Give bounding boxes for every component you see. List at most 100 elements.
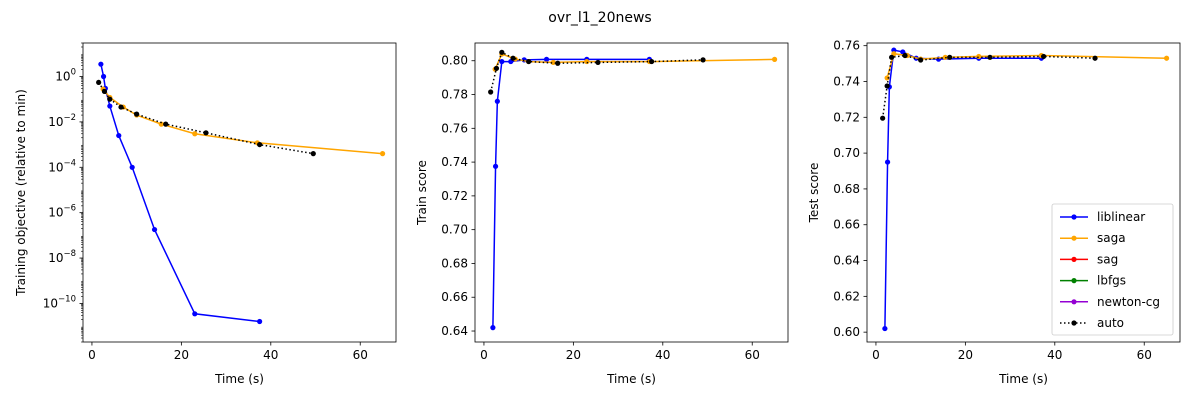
axes-frame	[474, 42, 789, 343]
data-point-auto	[96, 79, 102, 86]
data-point-auto	[987, 54, 993, 60]
data-point-liblinear	[499, 58, 505, 65]
y-tick-base: 10	[55, 70, 70, 84]
data-point-saga	[884, 75, 890, 81]
axes-frame	[866, 42, 1181, 343]
x-axis-label: Time (s)	[998, 372, 1048, 386]
data-point-liblinear	[492, 163, 499, 169]
x-tick-label: 60	[1137, 348, 1152, 362]
y-tick-exponent: −6	[63, 204, 76, 214]
data-point-auto	[1041, 53, 1047, 60]
y-tick-label: 10−4	[48, 158, 76, 174]
y-tick-base: 10	[48, 206, 63, 220]
x-tick-label: 0	[872, 348, 880, 362]
data-point-auto	[107, 96, 113, 102]
y-tick-label: 0.68	[441, 256, 468, 270]
data-point-auto	[257, 141, 263, 148]
x-tick-label: 20	[958, 348, 973, 362]
x-tick-label: 40	[1047, 348, 1062, 362]
data-point-liblinear	[129, 164, 135, 170]
y-axis-label: Train score	[415, 160, 429, 226]
series-line-auto	[881, 54, 1096, 119]
x-tick-label: 20	[566, 348, 581, 362]
y-tick-label: 0.74	[833, 74, 860, 88]
series-line-auto	[98, 82, 314, 155]
legend-label-auto: auto	[1097, 316, 1124, 330]
data-point-liblinear	[257, 318, 263, 325]
x-axis-label: Time (s)	[214, 372, 264, 386]
data-point-liblinear	[192, 311, 198, 317]
data-point-auto	[884, 83, 890, 89]
axes-frame	[82, 42, 397, 343]
legend-label-lbfgs: lbfgs	[1097, 274, 1126, 288]
data-point-liblinear	[884, 159, 891, 165]
y-tick-label: 0.70	[441, 223, 468, 237]
y-tick-exponent: −4	[63, 158, 76, 168]
data-point-saga	[158, 121, 164, 127]
data-point-auto	[510, 55, 516, 61]
legend-marker-newton-cg	[1071, 299, 1077, 305]
y-tick-label: 0.66	[441, 290, 468, 304]
data-point-auto	[499, 49, 505, 55]
data-point-saga	[1163, 55, 1170, 61]
y-tick-base: 10	[43, 296, 58, 310]
x-tick-label: 40	[655, 348, 670, 362]
y-tick-exponent: −8	[63, 249, 76, 259]
data-point-auto	[118, 104, 124, 110]
x-tick-label: 0	[480, 348, 488, 362]
y-tick-exponent: 0	[71, 68, 76, 78]
data-point-auto	[310, 151, 316, 157]
legend: liblinear saga sag lbfgs newton-cg auto	[1051, 203, 1174, 336]
y-tick-label: 0.64	[441, 324, 468, 338]
series-line-liblinear	[884, 49, 1042, 329]
series-line-liblinear	[492, 58, 650, 328]
y-tick-label: 0.64	[833, 254, 860, 268]
x-tick-label: 0	[88, 348, 96, 362]
data-point-saga	[771, 56, 778, 62]
subplot-2: 0 20 40 60 0.64 0.66 0.68 0.70 0.72 0.74 0.76 0.78 0…	[415, 42, 789, 386]
data-point-saga	[379, 151, 386, 157]
y-tick-label: 100	[55, 68, 76, 84]
data-point-liblinear	[891, 47, 897, 53]
x-tick-label: 60	[745, 348, 760, 362]
legend-marker-auto	[1071, 320, 1077, 326]
y-tick-label: 0.60	[833, 325, 860, 339]
legend-marker-liblinear	[1071, 214, 1077, 220]
data-point-liblinear	[543, 56, 550, 62]
data-point-auto	[203, 130, 209, 136]
y-tick-label: 0.78	[441, 88, 468, 102]
x-tick-label: 20	[174, 348, 189, 362]
y-tick-label: 0.70	[833, 146, 860, 160]
y-tick-base: 10	[48, 160, 63, 174]
data-point-auto	[555, 60, 561, 66]
y-tick-label: 0.74	[441, 155, 468, 169]
data-point-auto	[880, 115, 886, 121]
data-point-liblinear	[490, 325, 496, 331]
data-point-auto	[888, 54, 895, 60]
data-point-auto	[947, 54, 953, 60]
data-point-auto	[163, 121, 169, 127]
data-point-auto	[595, 59, 601, 66]
y-tick-label: 0.76	[833, 39, 860, 53]
legend-label-liblinear: liblinear	[1097, 210, 1145, 224]
legend-label-saga: saga	[1097, 231, 1126, 245]
y-tick-label: 10−6	[48, 204, 76, 220]
y-tick-label: 0.62	[833, 289, 860, 303]
data-point-saga	[550, 59, 556, 66]
data-point-auto	[493, 65, 500, 71]
y-tick-label: 10−2	[48, 113, 76, 129]
y-axis-label: Test score	[807, 163, 821, 224]
data-point-liblinear	[151, 226, 158, 233]
y-tick-label: 0.72	[441, 189, 468, 203]
legend-label-newton-cg: newton-cg	[1097, 295, 1160, 309]
y-tick-base: 10	[48, 251, 63, 265]
y-tick-exponent: −10	[58, 294, 76, 304]
data-point-auto	[918, 57, 924, 63]
y-tick-label: 0.80	[441, 54, 468, 68]
data-point-auto	[649, 58, 655, 65]
data-point-auto	[902, 52, 908, 59]
figure-title: ovr_l1_20news	[548, 10, 651, 26]
